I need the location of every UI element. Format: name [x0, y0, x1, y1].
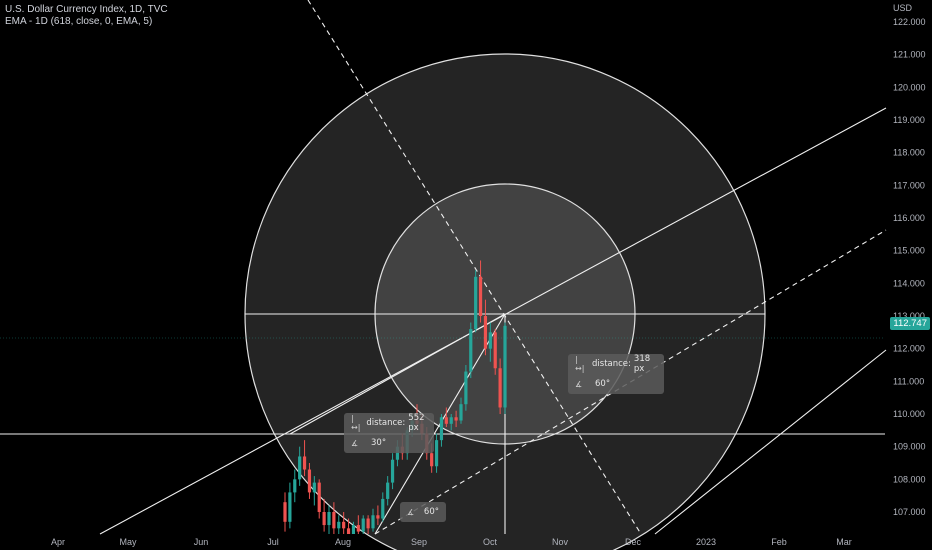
angle-icon: ∡ — [351, 438, 359, 448]
candle-up[interactable] — [439, 417, 444, 441]
candles-layer — [283, 260, 507, 534]
candle-up[interactable] — [337, 521, 341, 529]
candle-up[interactable] — [488, 332, 492, 349]
candle-down[interactable] — [498, 368, 502, 408]
indicator-label[interactable]: EMA - 1D (618, close, 0, EMA, 5) — [5, 16, 153, 27]
diagonal-dashed-line[interactable] — [307, 0, 642, 535]
y-tick-label: 122.000 — [893, 17, 926, 27]
price-axis[interactable]: USD 122.000 121.000 120.000 119.000 118.000 11… — [893, 3, 926, 517]
candle-down[interactable] — [302, 456, 307, 470]
y-tick-label: 118.000 — [893, 148, 925, 158]
distance-tooltip-left: |↔| distance: 552 px ∡ 30° — [344, 413, 434, 453]
last-price-badge: 112.747 — [890, 317, 930, 331]
candle-up[interactable] — [293, 479, 297, 493]
candle-up[interactable] — [469, 329, 473, 372]
candle-up[interactable] — [449, 417, 453, 424]
x-tick-label: Aug — [335, 537, 351, 547]
candle-up[interactable] — [503, 325, 507, 408]
y-tick-label: 113.000 — [893, 311, 925, 321]
angle-tooltip-bottom: ∡ 60° — [400, 502, 446, 522]
y-tick-label: 112.000 — [893, 344, 925, 354]
candle-up[interactable] — [312, 482, 316, 493]
x-tick-label: Feb — [771, 537, 787, 547]
candle-down[interactable] — [322, 512, 326, 526]
candle-down[interactable] — [444, 417, 448, 424]
y-tick-label: 116.000 — [893, 213, 925, 223]
y-tick-label: 114.000 — [893, 278, 925, 288]
distance-icon: |↔| — [575, 355, 585, 373]
candle-up[interactable] — [390, 459, 395, 483]
candle-up[interactable] — [288, 492, 292, 522]
candle-up[interactable] — [298, 456, 302, 480]
candle-down[interactable] — [356, 525, 360, 532]
y-tick-label: 120.000 — [893, 82, 926, 92]
trend-line-lower[interactable] — [654, 349, 887, 535]
candle-down[interactable] — [283, 502, 287, 522]
candle-down[interactable] — [342, 521, 346, 529]
x-tick-label: 2023 — [696, 537, 716, 547]
x-tick-label: Nov — [552, 537, 569, 547]
candle-up[interactable] — [371, 515, 375, 529]
candle-down[interactable] — [454, 417, 458, 421]
candle-down[interactable] — [317, 482, 321, 512]
x-tick-label: May — [119, 537, 137, 547]
candle-up[interactable] — [464, 371, 468, 405]
x-tick-label: Jun — [194, 537, 209, 547]
candle-down[interactable] — [346, 528, 351, 534]
distance-icon: |↔| — [351, 414, 361, 432]
candle-down[interactable] — [366, 518, 370, 529]
y-tick-label: 119.000 — [893, 115, 925, 125]
y-tick-label: 108.000 — [893, 474, 926, 484]
candle-down[interactable] — [478, 276, 483, 316]
candle-up[interactable] — [395, 446, 400, 460]
candle-down[interactable] — [430, 453, 434, 467]
y-tick-label: 110.000 — [893, 409, 925, 419]
angle-icon: ∡ — [407, 507, 415, 517]
chart-title[interactable]: U.S. Dollar Currency Index, 1D, TVC — [5, 4, 168, 15]
candle-down[interactable] — [483, 316, 488, 349]
candle-down[interactable] — [376, 515, 380, 519]
angle-line-30[interactable] — [289, 313, 506, 435]
chart-legend[interactable]: U.S. Dollar Currency Index, 1D, TVC EMA … — [5, 4, 168, 28]
candle-up[interactable] — [381, 498, 385, 519]
x-tick-label: Sep — [411, 537, 427, 547]
y-tick-label: 117.000 — [893, 180, 925, 190]
candle-up[interactable] — [386, 482, 390, 499]
x-tick-label: Oct — [483, 537, 498, 547]
candle-up[interactable] — [361, 518, 365, 532]
candle-up[interactable] — [351, 525, 356, 534]
currency-label: USD — [893, 3, 913, 13]
x-tick-label: Dec — [625, 537, 642, 547]
time-axis[interactable]: Apr May Jun Jul Aug Sep Oct Nov Dec 2023 Feb Mar — [51, 537, 852, 547]
y-tick-label: 107.000 — [893, 507, 926, 517]
x-tick-label: Mar — [836, 537, 852, 547]
candle-up[interactable] — [459, 404, 463, 421]
angle-icon: ∡ — [575, 379, 583, 389]
distance-tooltip-right: |↔| distance: 318 px ∡ 60° — [568, 354, 664, 394]
y-tick-label: 111.000 — [893, 376, 924, 386]
y-tick-label: 115.000 — [893, 246, 925, 256]
candle-up[interactable] — [434, 440, 439, 467]
y-tick-label: 121.000 — [893, 50, 926, 60]
candle-down[interactable] — [307, 469, 312, 493]
y-tick-label: 109.000 — [893, 442, 926, 452]
candle-down[interactable] — [493, 332, 497, 369]
candle-down[interactable] — [332, 512, 336, 529]
x-tick-label: Jul — [267, 537, 279, 547]
candle-up[interactable] — [327, 512, 331, 526]
candle-up[interactable] — [474, 276, 478, 330]
x-tick-label: Apr — [51, 537, 65, 547]
